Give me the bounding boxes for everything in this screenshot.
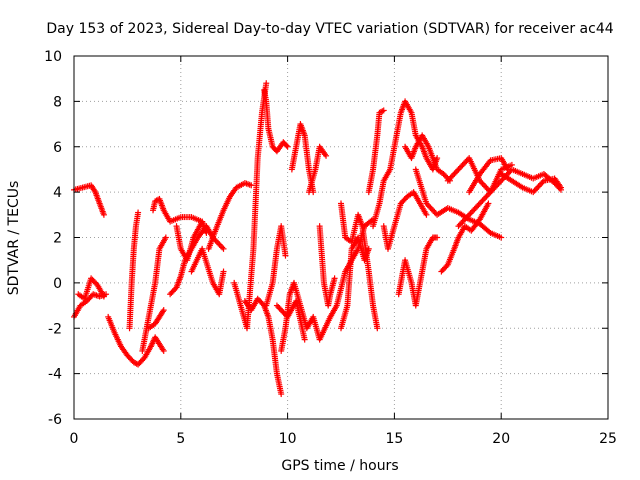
data-point [248, 182, 255, 189]
y-tick-label: -2 [48, 321, 62, 337]
data-point [159, 308, 166, 315]
data-point [278, 391, 285, 398]
data-point [162, 234, 169, 241]
x-tick-label: 0 [70, 431, 79, 447]
data-point [100, 293, 107, 300]
data-point [160, 307, 167, 314]
series-track-f [139, 234, 169, 354]
y-tick-label: 8 [53, 94, 62, 110]
series-track-q [278, 279, 334, 354]
chart-title: Day 153 of 2023, Sidereal Day-to-day VTE… [46, 21, 613, 37]
y-tick-label: 2 [53, 231, 62, 247]
series-track-p [263, 223, 289, 309]
data-point [203, 229, 210, 236]
data-point [100, 211, 107, 218]
series-track-e [126, 209, 142, 332]
series-track-s [273, 298, 308, 343]
series-track-l [205, 180, 255, 252]
x-tick-label: 15 [385, 431, 403, 447]
y-axis-title: SDTVAR / TECUs [6, 181, 22, 296]
x-tick-label: 25 [599, 431, 617, 447]
series-track-n [261, 87, 291, 155]
x-tick-label: 5 [176, 431, 185, 447]
data-point [220, 268, 227, 275]
x-tick-label: 10 [279, 431, 297, 447]
y-tick-label: 4 [53, 185, 62, 201]
y-tick-label: 0 [53, 276, 62, 292]
data-point [220, 245, 227, 252]
series-track-d [105, 313, 167, 368]
data-point [283, 142, 290, 149]
x-axis-title: GPS time / hours [281, 458, 398, 474]
y-tick-label: 10 [44, 49, 62, 65]
y-tick-label: -4 [48, 367, 62, 383]
y-tick-label: 6 [53, 140, 62, 156]
data-point [282, 252, 289, 259]
data-point [263, 80, 270, 87]
data-point [135, 209, 142, 216]
data-point [284, 143, 291, 150]
y-tick-label: -6 [48, 412, 62, 428]
series-track-h [150, 195, 206, 225]
data-points [71, 80, 565, 398]
series-track-k [188, 245, 227, 298]
data-point [160, 347, 167, 354]
series-track-j [173, 218, 210, 264]
series-track-g [145, 307, 167, 332]
series-track-c [75, 275, 107, 302]
x-tick-label: 20 [492, 431, 510, 447]
